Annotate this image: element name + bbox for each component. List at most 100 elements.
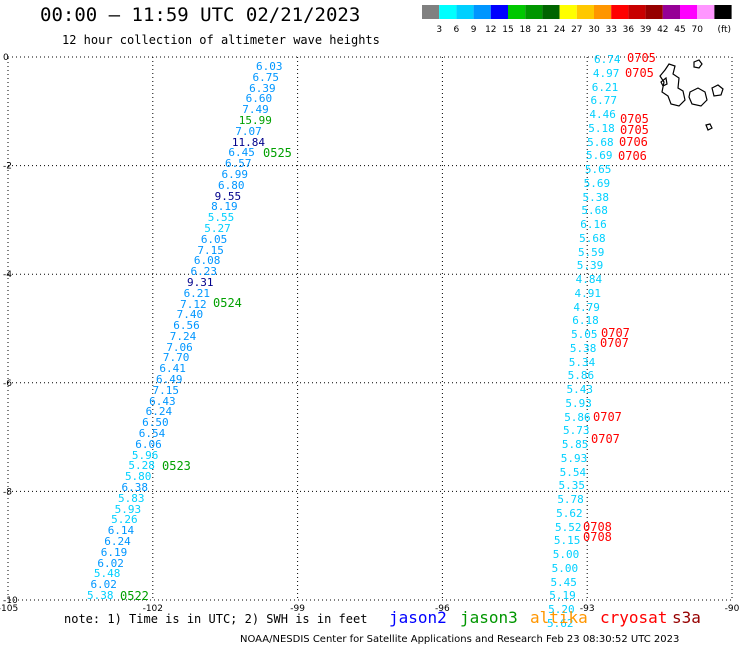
wave-height-value: 6.24: [145, 405, 173, 419]
wave-height-value: 6.56: [173, 319, 200, 333]
wave-height-value: 5.38: [582, 190, 610, 204]
wave-height-value: 5.96: [131, 448, 159, 462]
pass-time-label: 0522: [120, 589, 149, 603]
wave-height-value: 5.69: [585, 149, 613, 163]
wave-height-value: 6.19: [100, 545, 128, 559]
wave-height-value: 5.45: [550, 575, 577, 589]
credit-line: NOAA/NESDIS Center for Satellite Applica…: [240, 634, 680, 645]
legend-swatch: [714, 5, 732, 19]
wave-height-value: 5.73: [563, 424, 590, 438]
pass-time-label: 0706: [619, 135, 648, 149]
legend-tick-label: 12: [485, 25, 496, 35]
legend-swatch: [697, 5, 715, 19]
pass-time-label: 0708: [583, 520, 612, 534]
wave-height-value: 5.18: [588, 121, 615, 135]
wave-height-value: 6.06: [135, 437, 162, 451]
wave-height-value: 6.43: [149, 394, 176, 408]
wave-height-value: 5.83: [118, 491, 145, 505]
pass-time-label: 0525: [263, 146, 292, 160]
wave-height-value: 6.18: [572, 314, 599, 328]
legend-swatch: [645, 5, 663, 19]
wave-height-value: 5.93: [565, 396, 592, 410]
legend-tick-label: 33: [605, 25, 616, 35]
wave-height-value: 6.16: [580, 218, 607, 232]
lat-tick-label: -6: [3, 379, 12, 389]
wave-height-value: 6.21: [183, 286, 211, 300]
map-title: 00:00 – 11:59 UTC 02/21/2023: [40, 4, 361, 26]
pass-time-label: 0523: [162, 459, 191, 473]
legend-swatch: [628, 5, 646, 19]
wave-height-value: 5.80: [124, 470, 152, 484]
wave-height-value: 6.75: [252, 70, 280, 84]
legend-swatch: [611, 5, 629, 19]
wave-height-value: 6.45: [228, 146, 255, 160]
lat-tick-label: -2: [3, 162, 12, 172]
wave-height-value: 5.00: [551, 561, 579, 575]
lon-tick-label: -102: [143, 604, 163, 614]
wave-height-value: 15.99: [238, 113, 272, 127]
santa-cruz-island-outline: [688, 87, 708, 107]
lat-tick-label: -4: [3, 270, 12, 280]
lon-tick-label: -99: [290, 604, 305, 614]
wave-height-value: 5.38: [87, 589, 114, 602]
pass-time-label: 0705: [627, 51, 656, 65]
wave-height-value: 5.34: [568, 355, 596, 369]
wave-height-value: 5.62: [556, 506, 583, 520]
pass-time-label: 0707: [593, 410, 622, 424]
legend-swatch: [490, 5, 508, 19]
lon-tick-label: -93: [580, 604, 595, 614]
legend-swatch: [680, 5, 698, 19]
pass-time-label: 0708: [583, 530, 612, 544]
legend-unit-label: (ft): [717, 25, 731, 35]
wave-height-value: 6.14: [107, 524, 135, 538]
wave-height-value: 5.59: [577, 245, 605, 259]
wave-height-value: 6.77: [590, 94, 618, 108]
wave-height-value: 5.62: [547, 617, 574, 630]
lat-tick-label: -8: [3, 487, 12, 497]
legend-tick-label: 27: [571, 25, 582, 35]
wave-height-value: 7.15: [197, 243, 224, 257]
wave-height-value: 6.41: [159, 362, 186, 376]
legend-swatch: [542, 5, 560, 19]
legend-tick-label: 45: [674, 25, 685, 35]
santiago-island-outline: [693, 59, 703, 69]
wave-height-value: 5.38: [569, 341, 597, 355]
wave-height-value: 6.08: [193, 254, 221, 268]
wave-height-value: 6.38: [121, 481, 148, 495]
legend-swatch: [439, 5, 457, 19]
wave-height-value: 6.50: [142, 416, 169, 430]
wave-height-value: 5.69: [583, 176, 611, 190]
pass-time-label: 0705: [625, 66, 654, 80]
wave-height-value: 6.49: [155, 373, 183, 387]
legend-swatch: [473, 5, 491, 19]
footer-note: note: 1) Time is in UTC; 2) SWH is in fe…: [64, 612, 368, 626]
wave-height-value: 5.39: [576, 259, 604, 273]
wave-height-value: 4.46: [589, 108, 616, 122]
san-cristobal-island-outline: [711, 84, 724, 97]
wave-height-value: 8.19: [211, 200, 238, 214]
legend-swatch: [422, 5, 440, 19]
wave-height-value: 6.54: [138, 427, 166, 441]
legend-swatch: [662, 5, 680, 19]
wave-height-value: 6.80: [218, 178, 245, 192]
wave-height-value: 5.55: [207, 211, 235, 225]
map-frame: [7, 56, 733, 601]
legend-swatch: [456, 5, 474, 19]
wave-height-value: 7.24: [169, 329, 197, 343]
legend-tick-label: 9: [471, 25, 477, 35]
wave-height-value: 5.27: [204, 221, 231, 235]
wave-height-value: 5.78: [557, 493, 584, 507]
wave-height-value: 7.70: [162, 351, 190, 365]
pass-time-label: 0524: [213, 296, 242, 310]
wave-height-value: 5.28: [128, 459, 155, 473]
legend-swatch: [525, 5, 543, 19]
legend-tick-label: 6: [454, 25, 460, 35]
legend-swatch: [594, 5, 612, 19]
wave-height-value: 6.02: [90, 578, 117, 592]
lon-tick-label: -96: [435, 604, 450, 614]
pass-time-label: 0705: [620, 123, 649, 137]
legend-tick-label: 21: [537, 25, 548, 35]
wave-height-value: 5.00: [552, 548, 580, 562]
